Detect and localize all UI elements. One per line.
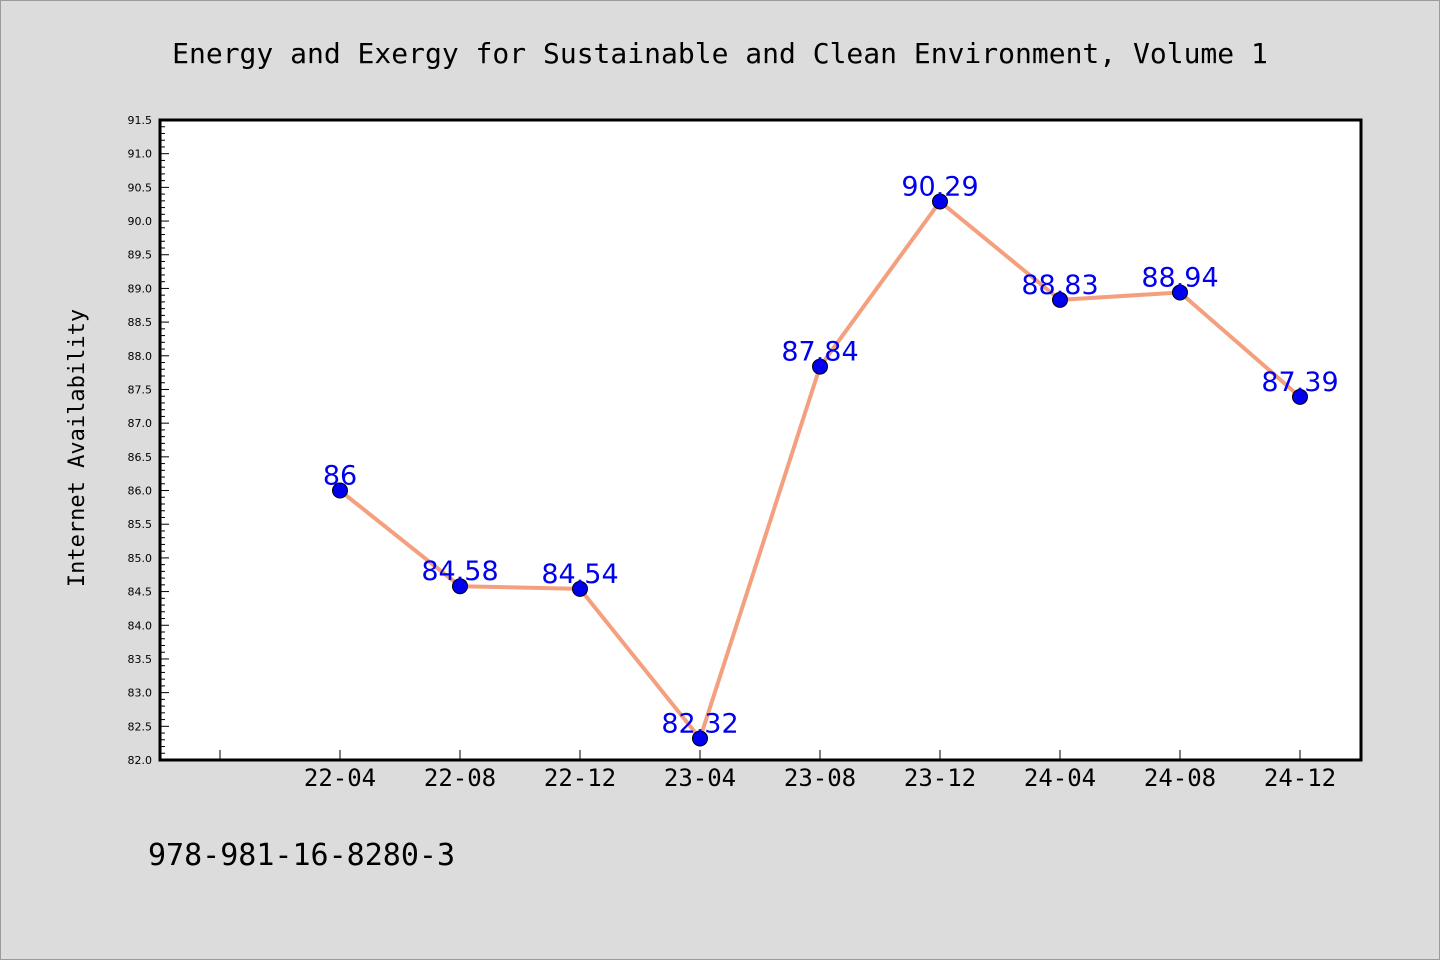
x-tick-label: 23-04 (664, 764, 736, 792)
data-label: 86 (323, 461, 357, 492)
x-tick-label: 23-12 (904, 764, 976, 792)
x-tick-label: 22-12 (544, 764, 616, 792)
y-tick-label: 85.5 (128, 518, 153, 531)
x-tick-label: 24-04 (1024, 764, 1096, 792)
data-label: 90.29 (901, 172, 978, 203)
y-tick-label: 89.0 (128, 282, 153, 295)
y-tick-label: 88.5 (128, 316, 153, 329)
chart-title: Energy and Exergy for Sustainable and Cl… (172, 37, 1268, 70)
y-tick-label: 86.0 (128, 485, 153, 498)
data-point-marker (452, 578, 468, 595)
y-tick-label: 84.5 (128, 586, 153, 599)
x-tick-label: 23-08 (784, 764, 856, 792)
x-tick-label: 22-04 (304, 764, 376, 792)
y-tick-label: 82.0 (128, 754, 153, 767)
y-tick-label: 83.0 (128, 687, 153, 700)
data-point-marker (332, 482, 348, 499)
footer-isbn-text: 978-981-16-8280-3 (148, 838, 455, 873)
data-point-marker (572, 580, 588, 597)
y-tick-label: 86.5 (128, 451, 153, 464)
y-tick-label: 82.5 (128, 720, 153, 733)
y-tick-label: 91.5 (128, 114, 153, 127)
y-tick-label: 90.5 (128, 181, 153, 194)
y-axis-label: Internet Availability (65, 309, 90, 587)
data-label: 87.39 (1261, 367, 1338, 398)
data-point-marker (1292, 388, 1308, 405)
y-tick-label: 90.0 (128, 215, 153, 228)
data-point-marker (1052, 291, 1068, 308)
plot-area (158, 118, 1363, 762)
data-point-marker (932, 193, 948, 210)
x-axis: 22-04 22-08 22-12 23-04 23-08 23-12 24-04 24-08… (219, 750, 1336, 792)
y-tick-label: 85.0 (128, 552, 153, 565)
y-tick-label: 83.5 (128, 653, 153, 666)
y-tick-label: 84.0 (128, 619, 153, 632)
y-tick-label: 87.5 (128, 383, 153, 396)
x-tick-label: 24-12 (1264, 764, 1336, 792)
data-label: 82.32 (661, 708, 738, 739)
data-label: 87.84 (781, 337, 858, 368)
y-tick-label: 87.0 (128, 417, 153, 430)
data-point-marker (692, 730, 708, 747)
data-label: 88.83 (1021, 270, 1098, 301)
y-axis: 82.0 82.5 83.0 83.5 84.0 84.5 85.0 85.5 86.0 86.5… (128, 114, 169, 767)
y-tick-label: 91.0 (128, 148, 153, 161)
data-label: 88.94 (1141, 262, 1218, 293)
y-tick-label: 89.5 (128, 249, 153, 262)
series-group: 86 84.58 84.54 82.32 87.84 90.29 88.83 88.94 87.… (323, 172, 1339, 747)
data-point-marker (1172, 284, 1188, 301)
data-label: 84.54 (541, 559, 618, 590)
y-tick-label: 88.0 (128, 350, 153, 363)
x-tick-label: 24-08 (1144, 764, 1216, 792)
x-tick-label: 22-08 (424, 764, 496, 792)
data-point-marker (812, 358, 828, 375)
data-label: 84.58 (421, 556, 498, 587)
